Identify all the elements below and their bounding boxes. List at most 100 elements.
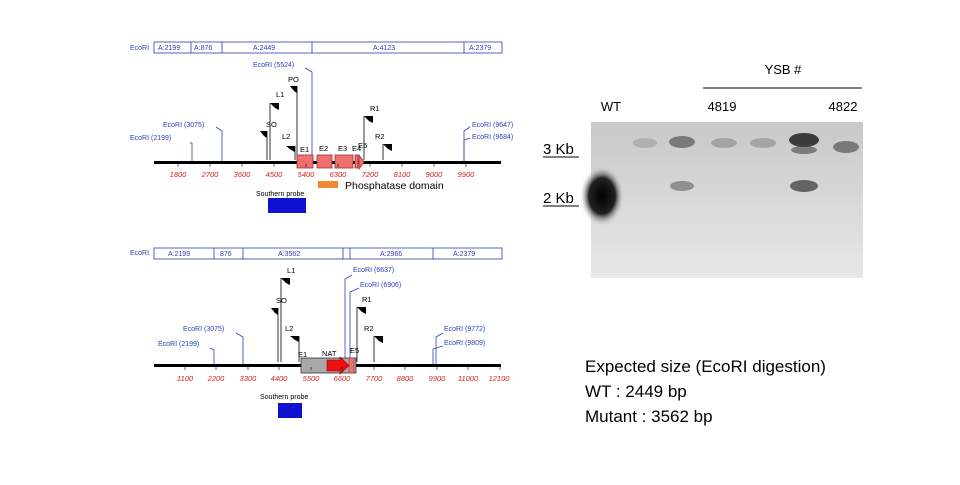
- wt-primer-l1: L1: [269, 90, 284, 160]
- wt-tick: 9900: [458, 170, 476, 179]
- wt-axis: [177, 164, 467, 167]
- southern-blot: YSB # WT 4819 4822 3 Kb 2 Kb: [543, 62, 863, 278]
- wt-domain-label: Phosphatase domain: [345, 180, 444, 192]
- svg-text:PO: PO: [288, 75, 299, 84]
- svg-text:R1: R1: [362, 295, 372, 304]
- wt-site-9684: EcoRI (9684): [472, 134, 513, 141]
- svg-text:L2: L2: [282, 132, 290, 141]
- svg-text:R2: R2: [364, 324, 374, 333]
- wt-tick: 8100: [394, 170, 412, 179]
- mut-exon-e1-label: E1: [298, 350, 307, 359]
- mut-axis: [184, 367, 501, 370]
- wt-primer-l2: L2: [282, 132, 296, 160]
- gel-band: [670, 181, 694, 191]
- gel-group-label: YSB #: [765, 62, 803, 77]
- wt-exon-e2-label: E2: [319, 144, 328, 153]
- wt-segment-4: A:4123: [373, 45, 395, 52]
- gel-band: [789, 133, 819, 147]
- mut-tick: 4400: [271, 374, 289, 383]
- mut-primer-so: SO: [271, 296, 287, 362]
- mut-site-9809: EcoRI (9809): [444, 340, 485, 347]
- wt-tick: 3600: [234, 170, 252, 179]
- mut-tick: 9900: [429, 374, 447, 383]
- svg-text:R1: R1: [370, 104, 380, 113]
- gel-marker-3kb: 3 Kb: [543, 141, 574, 158]
- mut-primer-l1: L1: [280, 266, 295, 362]
- gel-band-wt: [580, 166, 624, 226]
- wt-tick: 9000: [426, 170, 444, 179]
- wt-site-9647: EcoRI (9647): [472, 122, 513, 129]
- mut-tick: 1100: [177, 374, 194, 383]
- wt-site-3075: EcoRI (3075): [163, 122, 204, 129]
- gel-band: [833, 141, 859, 153]
- mut-primer-r1: R1: [356, 295, 372, 362]
- gel-band: [633, 138, 657, 148]
- svg-text:L1: L1: [276, 90, 284, 99]
- gel-lane-4819: 4819: [708, 99, 737, 114]
- mut-tick: 7700: [366, 374, 384, 383]
- mut-site-3075: EcoRI (3075): [183, 326, 224, 333]
- svg-text:L2: L2: [285, 324, 293, 333]
- mut-segment-4: A:2966: [380, 251, 402, 258]
- mut-site-lines: [209, 274, 444, 365]
- gel-lane-4822: 4822: [829, 99, 858, 114]
- mut-segment-5: A:2379: [453, 251, 475, 258]
- wt-tick: 7200: [362, 170, 380, 179]
- mut-tick: 6600: [334, 374, 352, 383]
- mut-segment-3: A:3562: [278, 251, 300, 258]
- mut-nat-label: NAT: [322, 349, 337, 358]
- expected-title: Expected size (EcoRI digestion): [585, 357, 826, 376]
- wt-exon-e5-label: E5: [358, 141, 367, 150]
- wt-southern-probe: [268, 198, 306, 213]
- wt-exons: [296, 153, 365, 171]
- wt-exon-e3-label: E3: [338, 144, 347, 153]
- wt-site-5524: EcoRI (5524): [253, 62, 294, 69]
- svg-text:R2: R2: [375, 132, 385, 141]
- wt-site-2199: EcoRI (2199): [130, 135, 171, 142]
- wt-restriction-bar: EcoRI A:2199 A:876 A:2449 A:4123 A:2379: [130, 41, 503, 54]
- wt-map: EcoRI A:2199 A:876 A:2449 A:4123 A:2379 …: [130, 41, 513, 213]
- mut-exon-e5-label: E5: [350, 346, 359, 355]
- wt-site-lines: [190, 67, 471, 162]
- wt-segment-1: A:2199: [158, 45, 180, 52]
- mut-probe-label: Southern probe: [260, 394, 308, 401]
- gel-band: [790, 180, 818, 192]
- mut-segment-1: A:2199: [168, 251, 190, 258]
- gel-image: [591, 122, 863, 278]
- mut-tick: 3300: [240, 374, 258, 383]
- mut-site-9772: EcoRI (9772): [444, 326, 485, 333]
- mut-site-2199: EcoRI (2199): [158, 341, 199, 348]
- gel-band: [711, 138, 737, 148]
- mut-site-6637: EcoRI (6637): [353, 267, 394, 274]
- mut-site-6906: EcoRI (6906): [360, 282, 401, 289]
- gel-band: [750, 138, 776, 148]
- wt-segment-3: A:2449: [253, 45, 275, 52]
- expected-sizes: Expected size (EcoRI digestion) WT : 244…: [585, 357, 826, 426]
- mut-ecori-label: EcoRI: [130, 250, 149, 257]
- wt-exon-e4-label: E4: [352, 144, 361, 153]
- gel-band: [791, 146, 817, 154]
- wt-segment-5: A:2379: [469, 45, 491, 52]
- mut-tick: 12100: [489, 374, 511, 383]
- expected-wt: WT : 2449 bp: [585, 382, 687, 401]
- gel-marker-2kb: 2 Kb: [543, 190, 574, 207]
- wt-primer-r2: R2: [375, 132, 392, 160]
- mut-tick: 11000: [458, 374, 479, 383]
- wt-segment-2: A:876: [194, 45, 212, 52]
- wt-tick: 4500: [266, 170, 284, 179]
- mut-tick: 5500: [303, 374, 321, 383]
- wt-exon-e1-label: E1: [300, 145, 309, 154]
- wt-probe-label: Southern probe: [256, 191, 304, 198]
- svg-text:SO: SO: [266, 120, 277, 129]
- mut-tick: 2200: [207, 374, 226, 383]
- mut-restriction-bar: EcoRI A:2199 876 A:3562 A:2966 A:2379: [130, 247, 503, 260]
- gel-band: [669, 136, 695, 148]
- wt-tick: 5400: [298, 170, 316, 179]
- wt-tick: 6300: [330, 170, 348, 179]
- svg-text:SO: SO: [276, 296, 287, 305]
- gel-lane-wt: WT: [601, 99, 621, 114]
- mut-southern-probe: [278, 403, 302, 418]
- mut-primer-l2: L2: [285, 324, 300, 362]
- mut-cassette: [300, 356, 357, 375]
